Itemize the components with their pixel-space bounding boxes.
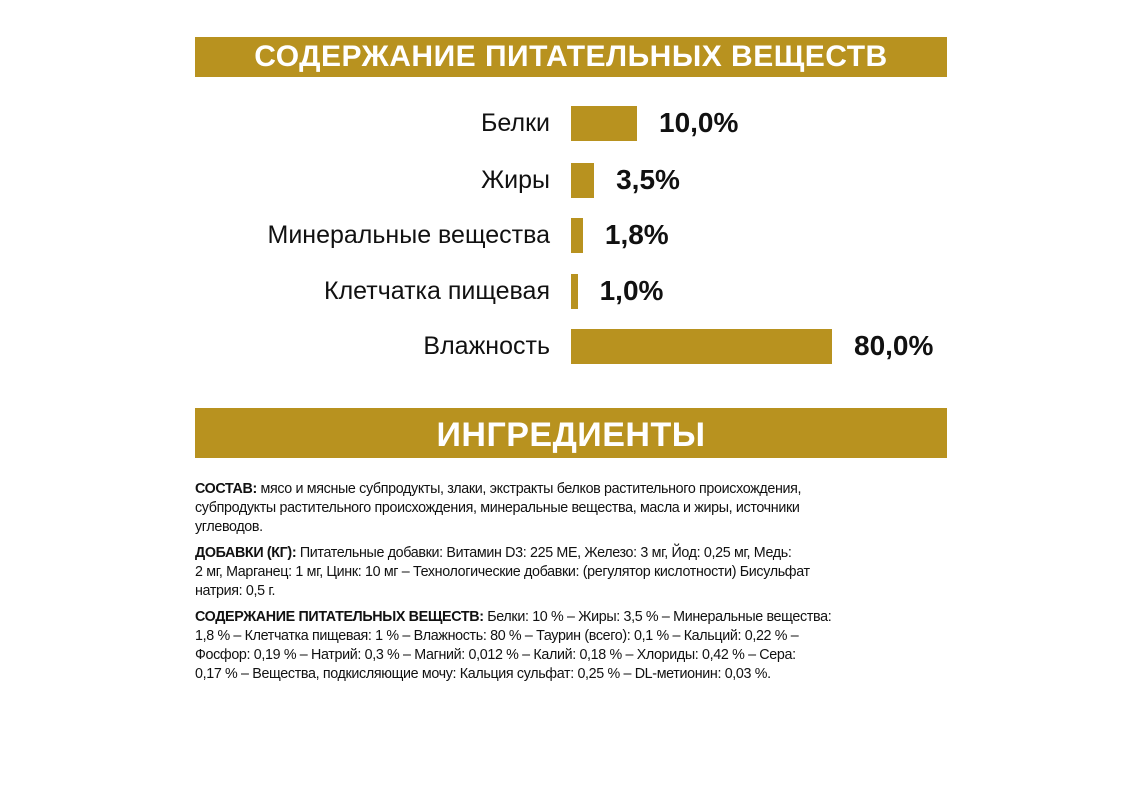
ingredient-paragraph: ДОБАВКИ (КГ): Питательные добавки: Витам… — [195, 544, 955, 601]
text-line: 0,17 % – Вещества, подкисляющие мочу: Ка… — [195, 666, 771, 682]
bar-row: Белки 10,0% — [0, 104, 1143, 142]
nutrients-header: СОДЕРЖАНИЕ ПИТАТЕЛЬНЫХ ВЕЩЕСТВ — [195, 37, 947, 77]
bar — [571, 274, 578, 309]
paragraph-label: СОДЕРЖАНИЕ ПИТАТЕЛЬНЫХ ВЕЩЕСТВ: — [195, 609, 484, 625]
category-label: Белки — [481, 109, 550, 137]
text-line: СОДЕРЖАНИЕ ПИТАТЕЛЬНЫХ ВЕЩЕСТВ: Белки: 1… — [195, 609, 832, 625]
category-label: Минеральные вещества — [267, 221, 551, 249]
paragraph-label: СОСТАВ: — [195, 481, 257, 497]
text-line: 2 мг, Марганец: 1 мг, Цинк: 10 мг – Техн… — [195, 564, 810, 580]
ingredients-text: СОСТАВ: мясо и мясные субпродукты, злаки… — [195, 480, 955, 691]
value-label: 1,0% — [599, 275, 664, 306]
ingredient-paragraph: СОСТАВ: мясо и мясные субпродукты, злаки… — [195, 480, 955, 537]
category-label: Влажность — [423, 332, 550, 360]
value-label: 3,5% — [616, 164, 680, 195]
bar-row: Влажность 80,0% — [0, 327, 1143, 365]
bar — [571, 163, 595, 198]
text-line: углеводов. — [195, 519, 263, 535]
value-label: 10,0% — [659, 107, 739, 138]
text-line: субпродукты растительного происхождения,… — [195, 500, 800, 516]
bar-row: Минеральные вещества 1,8% — [0, 216, 1143, 254]
value-label: 1,8% — [604, 219, 669, 250]
category-label: Жиры — [481, 166, 550, 194]
text-line: натрия: 0,5 г. — [195, 583, 276, 599]
value-label: 80,0% — [854, 330, 934, 361]
ingredient-paragraph: СОДЕРЖАНИЕ ПИТАТЕЛЬНЫХ ВЕЩЕСТВ: Белки: 1… — [195, 608, 955, 684]
text-line: ДОБАВКИ (КГ): Питательные добавки: Витам… — [195, 545, 792, 561]
bar — [571, 329, 832, 364]
ingredients-header: ИНГРЕДИЕНТЫ — [195, 408, 947, 458]
bar-row: Клетчатка пищевая 1,0% — [0, 272, 1143, 310]
bar — [571, 106, 637, 141]
bar-row: Жиры 3,5% — [0, 161, 1143, 199]
paragraph-label: ДОБАВКИ (КГ): — [195, 545, 297, 561]
text-line: Фосфор: 0,19 % – Натрий: 0,3 % – Магний:… — [195, 647, 796, 663]
bar — [571, 218, 583, 253]
category-label: Клетчатка пищевая — [324, 277, 550, 305]
text-line: СОСТАВ: мясо и мясные субпродукты, злаки… — [195, 481, 802, 497]
text-line: 1,8 % – Клетчатка пищевая: 1 % – Влажнос… — [195, 628, 799, 644]
